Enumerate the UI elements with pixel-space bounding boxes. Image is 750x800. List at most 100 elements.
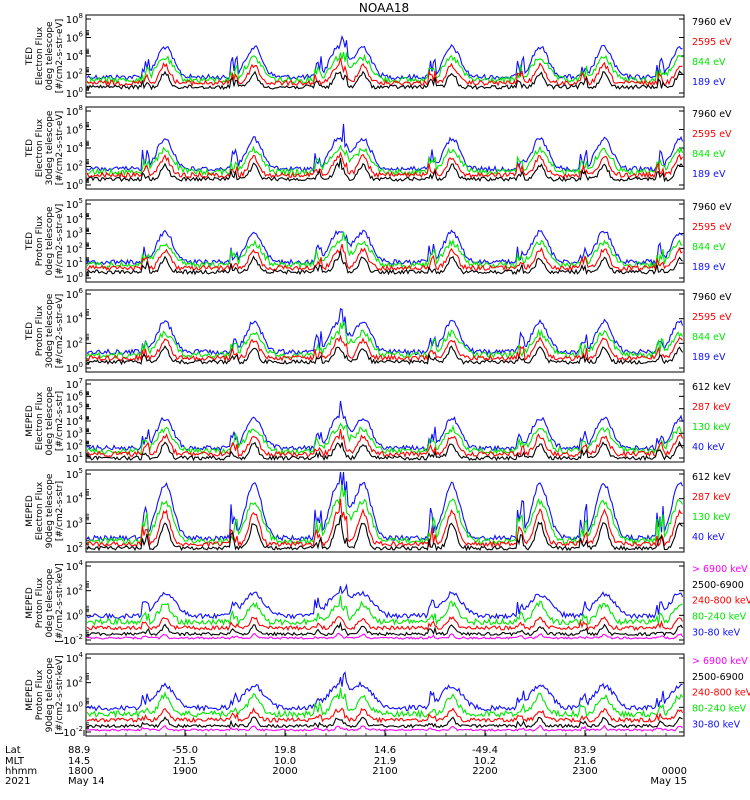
y-tick-label: 103 — [66, 426, 83, 440]
y-tick-label: 104 — [66, 559, 84, 573]
y-tick-label: 100 — [66, 700, 83, 714]
y-axis-label-line: [#/cm2-s-str-keV] — [55, 563, 65, 642]
y-axis-label-line: TED — [25, 139, 35, 158]
x-tick-label: -55.0 — [172, 745, 198, 756]
trace-black — [87, 440, 683, 461]
trace-blue — [87, 307, 683, 356]
x-tick-label: 1800 — [68, 766, 93, 777]
trace-red — [87, 429, 683, 459]
y-tick-label: 104 — [66, 651, 84, 665]
y-axis-label: TEDProton Flux0deg telescope[#/cm2-s-str… — [25, 204, 65, 279]
y-tick-label: 106 — [66, 287, 84, 301]
x-row-label: hhmm — [5, 766, 37, 777]
legend-entry: 189 eV — [692, 262, 726, 273]
trace-red — [87, 151, 683, 179]
y-tick-label: 106 — [66, 31, 84, 45]
y-tick-label: 10-2 — [63, 633, 83, 647]
y-axis-label-line: Electron Flux — [35, 481, 45, 540]
legend-entry: 2500-6900 — [692, 580, 744, 591]
panel-traces — [87, 307, 683, 366]
legend-entry: 612 keV — [692, 382, 731, 393]
y-tick-label: 105 — [66, 467, 83, 481]
trace-blue — [87, 671, 683, 713]
trace-green — [87, 484, 683, 546]
x-row-label: Lat — [5, 745, 21, 756]
x-tick-label: 14.5 — [68, 756, 90, 767]
y-axis-label-line: 30deg telescope — [45, 110, 55, 185]
trace-green — [87, 144, 683, 177]
x-tick-label: 21.9 — [374, 756, 396, 767]
legend-entry: 2595 eV — [692, 312, 732, 323]
y-tick-label: 104 — [66, 49, 84, 63]
trace-black — [87, 621, 683, 637]
legend-entry: 7960 eV — [692, 202, 732, 213]
x-tick-label: 10.0 — [274, 756, 296, 767]
y-axis-label: MEPEDProton Flux90deg telescope[#/cm2-s-… — [25, 655, 65, 734]
y-axis-label-line: Proton Flux — [35, 305, 45, 356]
chart-title: NOAA18 — [359, 1, 409, 15]
y-axis-label-line: [#/cm2-s-str-eV] — [55, 19, 65, 94]
x-tick-label: 0000 — [662, 766, 687, 777]
legend-entry: > 6900 keV — [692, 656, 748, 667]
y-tick-label: 104 — [66, 312, 84, 326]
legend-entry: 844 eV — [692, 332, 726, 343]
legend-entry: > 6900 keV — [692, 564, 748, 575]
y-tick-label: 107 — [66, 377, 83, 391]
y-axis-label-line: TED — [25, 322, 35, 341]
y-tick-label: 102 — [66, 336, 83, 350]
y-axis-label-line: [#/cm2-s-str] — [55, 391, 65, 451]
panel-traces — [87, 34, 683, 91]
trace-blue — [87, 229, 683, 266]
y-axis-label-line: 90deg telescope — [45, 657, 55, 732]
y-axis-label-line: [#/cm2-s-str] — [55, 481, 65, 541]
trace-red — [87, 707, 683, 724]
panel-traces — [87, 583, 683, 640]
y-tick-label: 102 — [66, 68, 83, 82]
y-axis-label-line: MEPED — [25, 679, 35, 711]
y-tick-label: 102 — [66, 676, 83, 690]
y-axis-label: MEPEDProton Flux0deg telescope[#/cm2-s-s… — [25, 563, 65, 642]
y-axis-label: MEPEDElectron Flux90deg telescope[#/cm2-… — [25, 473, 65, 548]
legend-entry: 2595 eV — [692, 37, 732, 48]
legend-entry: 240-800 keV — [692, 688, 750, 699]
y-axis-label-line: 0deg telescope — [45, 386, 55, 456]
y-axis-label: TEDProton Flux30deg telescope[#/cm2-s-st… — [25, 293, 65, 368]
y-tick-label: 108 — [66, 104, 83, 118]
panel-frame — [85, 199, 685, 283]
panel-frame — [85, 561, 685, 645]
x-row-label: MLT — [5, 756, 25, 767]
legend-entry: 189 eV — [692, 77, 726, 88]
y-tick-label: 102 — [66, 541, 83, 555]
legend-entry: 7960 eV — [692, 292, 732, 303]
y-tick-label: 104 — [66, 492, 84, 506]
panels-group: 108 106 104 102 100 TED Electron Flux 0deg tele… — [25, 12, 750, 739]
legend-entry: 844 eV — [692, 242, 726, 253]
y-tick-label: 106 — [66, 123, 84, 137]
trace-red — [87, 334, 683, 362]
x-tick-label: 2100 — [372, 766, 397, 777]
panel-traces — [87, 123, 683, 183]
legend-entry: 130 keV — [692, 512, 731, 523]
trace-black — [87, 157, 683, 183]
legend-entry: 30-80 keV — [692, 719, 741, 730]
panel-traces — [87, 671, 683, 732]
y-axis-label-line: 30deg telescope — [45, 293, 55, 368]
panel-traces — [87, 400, 683, 461]
trace-green — [87, 595, 683, 627]
y-tick-label: 100 — [66, 178, 83, 192]
y-axis-label-line: [#/cm2-s-str-eV] — [55, 111, 65, 186]
legend-entry: 2595 eV — [692, 222, 732, 233]
x-tick-label: May 15 — [650, 776, 687, 787]
trace-blue — [87, 471, 683, 542]
panel-frame — [85, 289, 685, 373]
legend-entry: 2500-6900 — [692, 672, 744, 683]
